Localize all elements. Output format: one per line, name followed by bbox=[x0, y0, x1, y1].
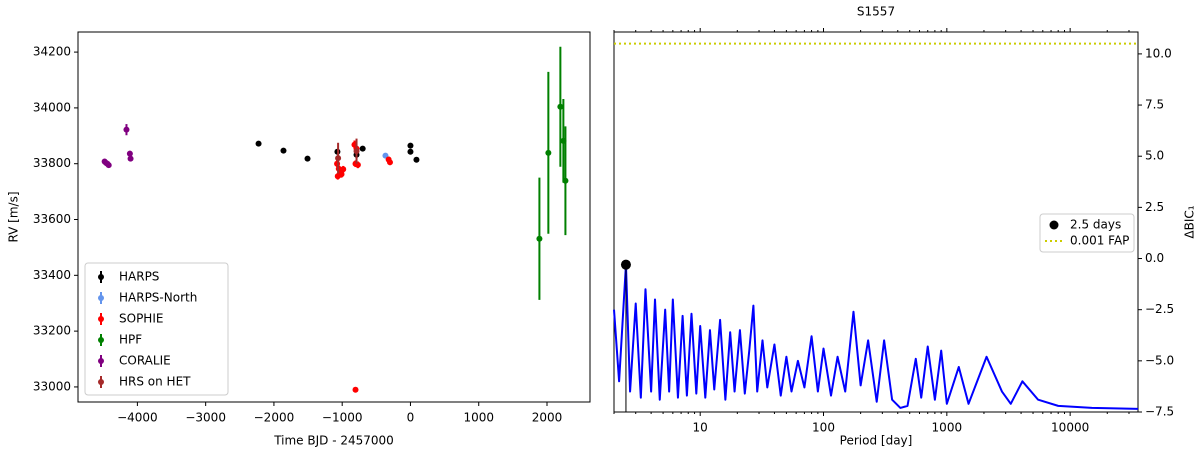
data-point bbox=[105, 162, 112, 169]
legend-box bbox=[1039, 213, 1135, 253]
legend-swatch-dot bbox=[98, 358, 104, 364]
legend-swatch-dot bbox=[98, 379, 104, 385]
y-tick-label: 7.5 bbox=[1145, 98, 1164, 112]
x-tick-label: 2000 bbox=[532, 411, 563, 425]
data-point bbox=[353, 148, 360, 155]
data-point bbox=[562, 177, 569, 184]
x-tick-label: 10000 bbox=[1051, 421, 1089, 435]
data-point bbox=[340, 166, 347, 173]
y-tick-label: 2.5 bbox=[1145, 200, 1164, 214]
x-tick-label: 1000 bbox=[932, 421, 963, 435]
x-tick-label: −4000 bbox=[117, 411, 158, 425]
data-point bbox=[545, 149, 552, 156]
x-axis-label: Time BJD - 2457000 bbox=[273, 434, 394, 448]
data-point bbox=[127, 155, 134, 162]
y-tick-label: −2.5 bbox=[1145, 302, 1174, 316]
chart-title: S1557 bbox=[857, 5, 895, 19]
legend-swatch-dot bbox=[98, 337, 104, 343]
legend-label: HPF bbox=[119, 333, 142, 347]
x-tick-label: 0 bbox=[407, 411, 415, 425]
data-point bbox=[304, 155, 311, 162]
data-point bbox=[352, 386, 359, 393]
y-tick-label: 33000 bbox=[33, 379, 71, 393]
legend-swatch bbox=[1049, 220, 1059, 230]
x-tick-label: −3000 bbox=[185, 411, 226, 425]
x-tick-label: 10 bbox=[693, 421, 708, 435]
data-point bbox=[255, 140, 262, 147]
y-tick-label: 10.0 bbox=[1145, 46, 1172, 60]
legend-label: CORALIE bbox=[119, 354, 171, 368]
legend-label: HARPS-North bbox=[119, 291, 197, 305]
data-point bbox=[407, 142, 414, 149]
data-point bbox=[557, 103, 564, 110]
periodogram-line bbox=[613, 263, 1139, 410]
x-tick-label: −2000 bbox=[254, 411, 295, 425]
data-point bbox=[280, 147, 287, 154]
data-point bbox=[413, 156, 420, 163]
data-point bbox=[407, 148, 414, 155]
legend-label: HRS on HET bbox=[119, 375, 191, 389]
y-axis-label: RV [m/s] bbox=[7, 191, 21, 242]
y-tick-label: 33200 bbox=[33, 324, 71, 338]
y-axis-label: ΔBIC₁ bbox=[1183, 205, 1197, 238]
y-tick-label: 33600 bbox=[33, 212, 71, 226]
data-point bbox=[334, 173, 341, 180]
legend-swatch-dot bbox=[98, 316, 104, 322]
x-tick-label: −1000 bbox=[322, 411, 363, 425]
legend-swatch-dot bbox=[98, 274, 104, 280]
y-tick-label: −5.0 bbox=[1145, 353, 1174, 367]
data-point bbox=[123, 126, 130, 133]
data-point bbox=[335, 155, 342, 162]
plot-frame bbox=[77, 31, 591, 403]
data-point bbox=[536, 235, 543, 242]
legend-box bbox=[84, 262, 229, 396]
y-tick-label: 5.0 bbox=[1145, 149, 1164, 163]
legend-label: HARPS bbox=[119, 270, 159, 284]
data-point bbox=[386, 159, 393, 166]
x-tick-label: 1000 bbox=[463, 411, 494, 425]
y-tick-label: 34200 bbox=[33, 45, 71, 59]
legend-swatch-dot bbox=[98, 295, 104, 301]
peak-marker bbox=[620, 259, 631, 270]
x-axis-label: Period [day] bbox=[840, 434, 913, 448]
plot-frame bbox=[613, 31, 1139, 413]
y-tick-label: 33800 bbox=[33, 156, 71, 170]
y-tick-label: 33400 bbox=[33, 268, 71, 282]
y-tick-label: −7.5 bbox=[1145, 405, 1174, 419]
data-point bbox=[359, 145, 366, 152]
y-tick-label: 0.0 bbox=[1145, 251, 1164, 265]
x-tick-label: 100 bbox=[812, 421, 835, 435]
legend-label: 0.001 FAP bbox=[1070, 234, 1129, 248]
data-point bbox=[126, 150, 133, 157]
legend-label: SOPHIE bbox=[119, 312, 163, 326]
y-tick-label: 34000 bbox=[33, 100, 71, 114]
legend-label: 2.5 days bbox=[1070, 218, 1121, 232]
